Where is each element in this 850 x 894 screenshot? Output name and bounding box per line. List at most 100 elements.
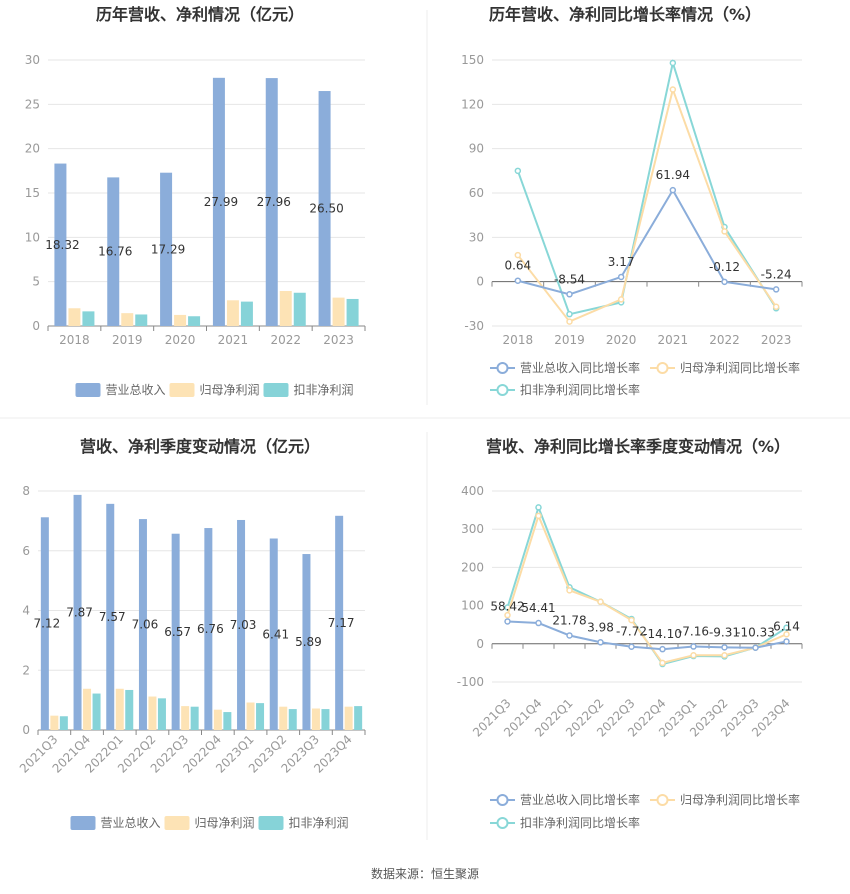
bar-value-label: 27.96	[257, 195, 291, 209]
line-value-label: -7.72	[616, 625, 647, 639]
point-营业总收入同比增长率	[721, 278, 728, 286]
point-营业总收入同比增长率	[783, 638, 790, 645]
point-归母净利润同比增长率	[772, 303, 780, 311]
bar-营业总收入	[302, 554, 311, 730]
bar-value-label: 7.87	[66, 605, 93, 619]
bar-扣非净利润	[354, 706, 363, 730]
bar-归母净利润	[279, 290, 292, 326]
quarterly-revenue-profit-chart: 营收、净利季度变动情况（亿元）024682021Q32021Q42022Q120…	[17, 437, 366, 830]
bar-营业总收入	[106, 503, 115, 730]
legend-swatch	[258, 816, 284, 830]
point-归母净利润同比增长率	[566, 587, 573, 594]
bar-value-label: 6.76	[197, 622, 224, 636]
legend-label: 营业总收入	[101, 816, 161, 830]
line-扣非净利润同比增长率	[516, 59, 778, 316]
legend-label: 归母净利润同比增长率	[680, 360, 800, 375]
bar-value-label: 6.57	[164, 625, 191, 639]
legend-label: 营业总收入	[106, 383, 166, 397]
point-营业总收入同比增长率	[772, 286, 780, 293]
point-营业总收入同比增长率	[514, 277, 522, 284]
y-tick-label: 10	[25, 230, 40, 244]
point-归母净利润同比增长率	[597, 598, 604, 606]
line-value-label: -9.31	[709, 625, 740, 639]
y-tick-label: 8	[22, 484, 30, 498]
x-tick-label: 2020	[606, 333, 637, 347]
line-value-label: 21.78	[552, 613, 586, 627]
line-归母净利润同比增长率	[506, 512, 787, 665]
y-tick-label: 150	[461, 53, 484, 67]
chart-title: 营收、净利季度变动情况（亿元）	[80, 437, 320, 456]
y-tick-label: 60	[469, 186, 484, 200]
bar-value-label: 16.76	[98, 245, 132, 259]
x-tick-label: 2022	[270, 333, 301, 347]
bar-扣非净利润	[346, 298, 359, 326]
y-tick-label: 100	[461, 599, 484, 613]
bar-营业总收入	[318, 91, 331, 327]
y-tick-label: 30	[469, 230, 484, 244]
bar-归母净利润	[279, 706, 288, 730]
bar-归母净利润	[174, 314, 187, 326]
bar-value-label: 7.17	[328, 616, 355, 630]
y-tick-label: 2	[22, 663, 30, 677]
bar-归母净利润	[213, 709, 222, 730]
y-tick-label: 30	[25, 53, 40, 67]
bar-扣非净利润	[223, 712, 232, 730]
legend-swatch	[70, 816, 96, 830]
line-value-label: 0.64	[504, 259, 531, 273]
bar-扣非净利润	[293, 292, 306, 326]
point-营业总收入同比增长率	[659, 645, 666, 653]
bar-扣非净利润	[135, 314, 148, 326]
bar-营业总收入	[237, 519, 246, 730]
y-tick-label: 4	[22, 604, 30, 618]
legend-label: 归母净利润	[200, 383, 260, 397]
y-tick-label: 0	[476, 637, 484, 651]
line-value-label: 54.41	[521, 601, 555, 615]
y-tick-label: 5	[32, 275, 40, 289]
annual-revenue-profit-chart: 历年营收、净利情况（亿元） 0 5 10 15 20 25 30 2018 2019 2020 202…	[25, 5, 366, 397]
point-营业总收入同比增长率	[690, 643, 697, 650]
point-营业总收入同比增长率	[566, 291, 573, 298]
bar-value-label: 5.89	[295, 635, 322, 649]
line-value-label: -7.16	[678, 625, 709, 639]
source-note: 数据来源：恒生聚源	[371, 866, 479, 881]
y-tick-label: 0	[22, 723, 30, 737]
bar-value-label: 17.29	[151, 242, 185, 256]
bar-归母净利润	[344, 706, 353, 730]
point-扣非净利润同比增长率	[566, 310, 573, 318]
bar-归母净利润	[121, 313, 134, 326]
point-营业总收入同比增长率	[752, 644, 759, 651]
bar-营业总收入	[73, 494, 82, 730]
point-营业总收入同比增长率	[628, 643, 635, 650]
bar-扣非净利润	[190, 706, 199, 730]
line-value-label: -0.12	[709, 260, 740, 274]
legend-label: 扣非净利润同比增长率	[520, 382, 640, 397]
chart-title: 历年营收、净利同比增长率情况（%）	[489, 5, 761, 24]
y-tick-label: 90	[469, 142, 484, 156]
bar-value-label: 7.57	[99, 610, 126, 624]
bar-扣非净利润	[59, 716, 68, 730]
annual-growth-rate-chart: 历年营收、净利同比增长率情况（%） -30 0 30 60 90 120 150 2018 201…	[461, 5, 803, 397]
bar-归母净利润	[332, 297, 345, 326]
bar-value-label: 6.41	[262, 627, 289, 641]
y-tick-label: 15	[25, 186, 40, 200]
chart-title: 营收、净利同比增长率季度变动情况（%）	[486, 437, 790, 456]
x-tick-label: 2022	[709, 333, 740, 347]
bar-营业总收入	[171, 533, 180, 730]
y-tick-label: 400	[461, 484, 484, 498]
x-tick-label: 2019	[112, 333, 143, 347]
quarterly-growth-rate-chart: 营收、净利同比增长率季度变动情况（%）-10001002003004002021…	[457, 437, 803, 830]
bar-扣非净利润	[240, 301, 253, 326]
legend-marker	[496, 362, 509, 374]
legend-swatch	[263, 383, 289, 397]
bar-营业总收入	[265, 78, 278, 326]
legend-swatch	[164, 816, 190, 830]
bar-扣非净利润	[82, 311, 95, 326]
bar-营业总收入	[160, 172, 173, 326]
bar-归母净利润	[246, 702, 255, 730]
legend-marker	[496, 794, 509, 806]
line-value-label: 3.17	[608, 255, 635, 269]
bar-value-label: 27.99	[204, 195, 238, 209]
y-tick-label: 200	[461, 560, 484, 574]
legend-label: 扣非净利润	[294, 383, 354, 397]
